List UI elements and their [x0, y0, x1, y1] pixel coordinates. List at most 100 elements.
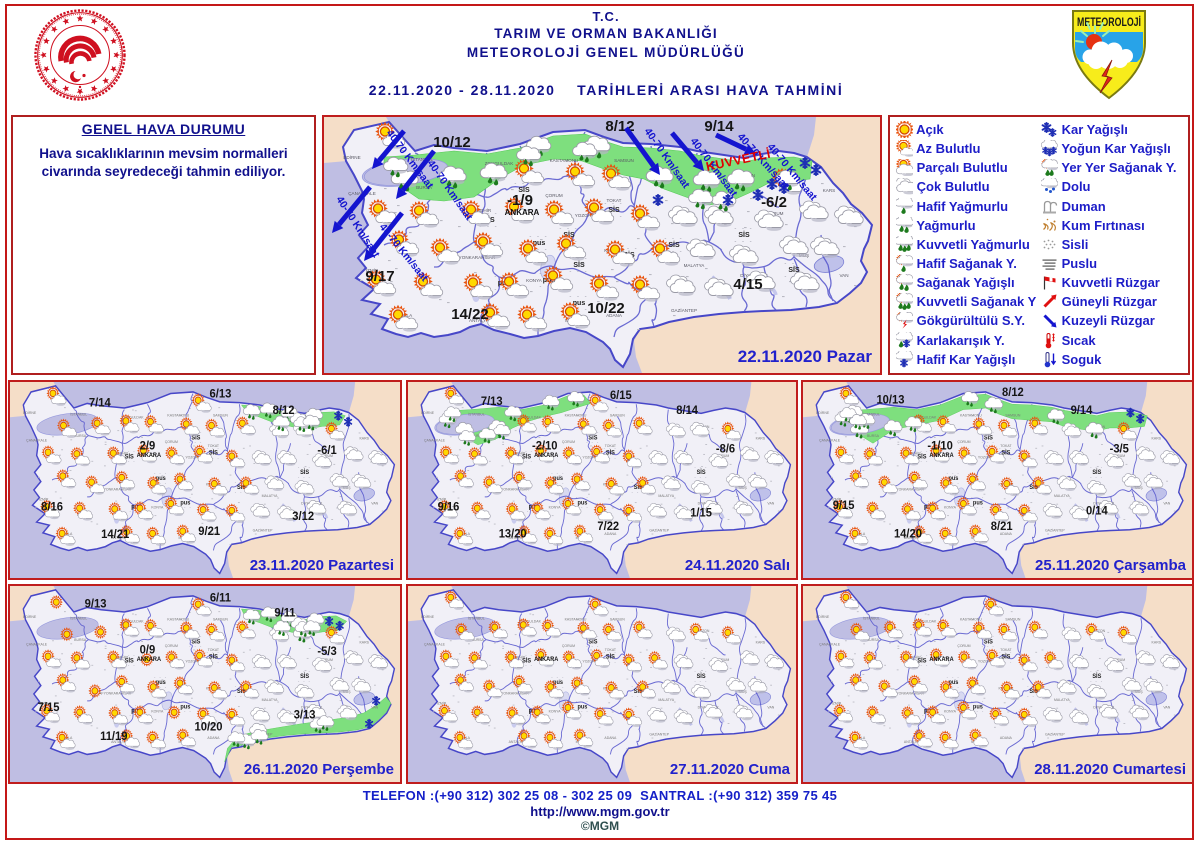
svg-text:KONYA: KONYA	[526, 278, 543, 283]
svg-text:- - -: - - -	[189, 440, 203, 445]
svg-text:KARS: KARS	[359, 640, 369, 644]
svg-text:YOZGAT: YOZGAT	[978, 659, 993, 663]
svg-text:9/13: 9/13	[85, 597, 107, 611]
svg-text:ANTALYA: ANTALYA	[509, 740, 525, 744]
svg-text:SİS: SİS	[209, 450, 218, 457]
svg-text:- - -: - - -	[529, 247, 548, 253]
svg-text:KASTAMONU: KASTAMONU	[167, 413, 189, 417]
svg-text:- - -: - - -	[179, 505, 193, 510]
svg-text:- - -: - - -	[569, 294, 588, 300]
svg-text:ÇANAKKALE: ÇANAKKALE	[26, 439, 48, 443]
svg-text:KARS: KARS	[1152, 436, 1162, 440]
svg-text:- - -: - - -	[514, 181, 533, 187]
svg-text:10/22: 10/22	[587, 300, 625, 317]
svg-text:- - -: - - -	[922, 703, 936, 708]
svg-text:- - -: - - -	[520, 653, 533, 658]
svg-text:MUŞ: MUŞ	[343, 486, 351, 490]
svg-text:- - -: - - -	[520, 449, 533, 454]
svg-text:- - -: - - -	[179, 699, 193, 704]
svg-text:- - -: - - -	[1027, 490, 1041, 495]
svg-text:İSTANBUL: İSTANBUL	[468, 616, 485, 621]
svg-text:10/12: 10/12	[433, 134, 471, 151]
svg-text:- - -: - - -	[527, 499, 540, 504]
svg-text:-6/1: -6/1	[317, 444, 337, 458]
svg-text:GAZİANTEP: GAZİANTEP	[1045, 731, 1065, 736]
svg-text:- - -: - - -	[694, 678, 707, 683]
svg-text:pus: pus	[973, 500, 984, 506]
svg-text:- - -: - - -	[551, 684, 564, 689]
svg-text:İSTANBUL: İSTANBUL	[863, 412, 880, 417]
svg-text:- - -: - - -	[1090, 464, 1104, 469]
svg-text:SİS: SİS	[191, 638, 200, 645]
svg-text:ANKARA: ANKARA	[505, 208, 540, 217]
svg-text:- - -: - - -	[694, 474, 707, 479]
svg-text:- - -: - - -	[527, 713, 540, 718]
svg-text:- - -: - - -	[551, 674, 564, 679]
svg-text:İZMİR: İZMİR	[366, 267, 379, 273]
svg-text:YOZGAT: YOZGAT	[185, 659, 200, 663]
svg-text:KONYA: KONYA	[151, 709, 164, 713]
svg-text:MUŞ: MUŞ	[343, 690, 351, 694]
svg-text:- - -: - - -	[604, 659, 617, 664]
svg-text:VAN: VAN	[839, 273, 848, 278]
svg-text:SİS: SİS	[300, 673, 309, 680]
svg-text:YOZGAT: YOZGAT	[582, 455, 597, 459]
svg-text:-1/10: -1/10	[927, 439, 953, 453]
svg-text:VAN: VAN	[767, 705, 774, 709]
svg-text:- - -: - - -	[484, 241, 503, 247]
svg-text:KARS: KARS	[756, 640, 766, 644]
svg-text:TOKAT: TOKAT	[208, 444, 220, 448]
svg-text:ADANA: ADANA	[207, 532, 220, 536]
svg-text:- - -: - - -	[529, 234, 548, 240]
svg-text:SİS: SİS	[518, 186, 530, 194]
svg-text:GAZİANTEP: GAZİANTEP	[649, 731, 669, 736]
svg-text:pus: pus	[156, 476, 167, 482]
svg-text:8/12: 8/12	[1002, 385, 1024, 399]
svg-text:- - -: - - -	[999, 649, 1013, 654]
svg-text:YOZGAT: YOZGAT	[582, 659, 597, 663]
svg-text:SİS: SİS	[563, 231, 575, 239]
svg-text:BURSA: BURSA	[472, 638, 485, 642]
svg-text:- - -: - - -	[551, 470, 564, 475]
svg-text:- - -: - - -	[999, 455, 1013, 460]
svg-text:SAMSUN: SAMSUN	[213, 617, 228, 621]
svg-text:GAZİANTEP: GAZİANTEP	[1045, 527, 1065, 532]
svg-text:GAZİANTEP: GAZİANTEP	[649, 527, 669, 532]
svg-text:pus: pus	[533, 240, 546, 247]
svg-text:- - -: - - -	[122, 449, 136, 454]
svg-text:- - -: - - -	[1090, 474, 1104, 479]
svg-text:- - -: - - -	[154, 470, 168, 475]
svg-text:- - -: - - -	[922, 509, 936, 514]
svg-text:BURSA: BURSA	[416, 185, 433, 190]
svg-text:AFYONKARAHİSAR: AFYONKARAHİSAR	[453, 254, 496, 260]
svg-text:SİS: SİS	[697, 469, 706, 476]
svg-text:ÇORUM: ÇORUM	[562, 644, 575, 648]
svg-text:- - -: - - -	[586, 644, 599, 649]
svg-text:- - -: - - -	[1027, 694, 1041, 699]
svg-text:10/13: 10/13	[876, 393, 904, 407]
svg-text:- - -: - - -	[915, 663, 929, 668]
svg-text:EDİRNE: EDİRNE	[23, 410, 37, 415]
svg-text:- - -: - - -	[179, 495, 193, 500]
svg-text:ÇORUM: ÇORUM	[165, 644, 178, 648]
svg-text:VAN: VAN	[1163, 705, 1170, 709]
svg-text:- - -: - - -	[129, 703, 143, 708]
svg-text:- - -: - - -	[207, 455, 221, 460]
svg-text:- - -: - - -	[586, 440, 599, 445]
svg-text:ÇORUM: ÇORUM	[957, 644, 970, 648]
svg-text:- - -: - - -	[154, 480, 168, 485]
svg-text:SİS: SİS	[573, 261, 585, 269]
svg-text:KARS: KARS	[756, 436, 766, 440]
svg-text:AFYONKARAHİSAR: AFYONKARAHİSAR	[497, 691, 529, 696]
svg-text:13/20: 13/20	[499, 527, 527, 541]
svg-text:YOZGAT: YOZGAT	[575, 213, 594, 218]
svg-text:8/16: 8/16	[41, 500, 63, 514]
svg-text:ÇANAKKALE: ÇANAKKALE	[424, 439, 445, 443]
svg-text:- - -: - - -	[947, 674, 961, 679]
svg-text:SİS: SİS	[300, 469, 309, 476]
svg-text:AFYONKARAHİSAR: AFYONKARAHİSAR	[892, 691, 925, 696]
svg-text:- - -: - - -	[734, 226, 753, 232]
svg-text:TOKAT: TOKAT	[1000, 648, 1012, 652]
svg-text:SİS: SİS	[606, 450, 615, 457]
svg-text:SİS: SİS	[788, 266, 800, 274]
